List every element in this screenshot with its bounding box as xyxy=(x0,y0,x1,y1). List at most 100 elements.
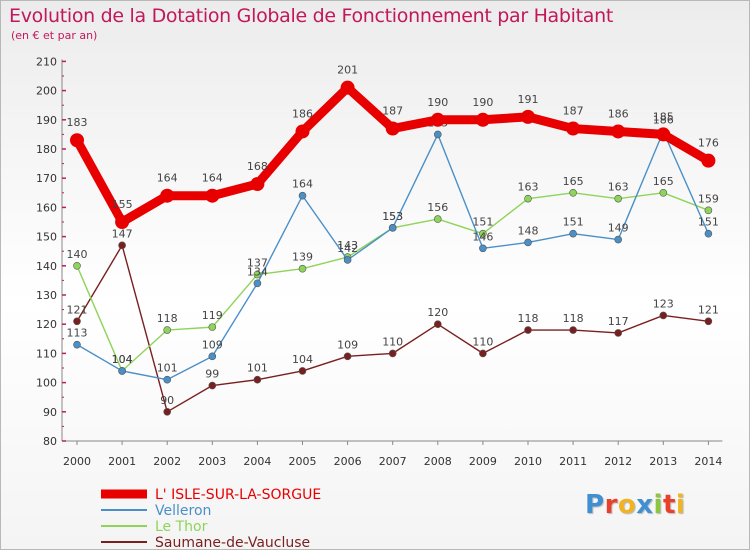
data-point xyxy=(475,112,490,127)
data-label: 164 xyxy=(202,172,223,185)
x-tick-label: 2010 xyxy=(514,455,542,468)
x-tick-label: 2003 xyxy=(198,455,226,468)
data-point xyxy=(70,133,84,148)
data-label: 143 xyxy=(337,239,358,252)
data-label: 113 xyxy=(67,327,88,340)
data-point xyxy=(521,109,535,124)
data-point xyxy=(118,241,126,250)
data-point xyxy=(118,367,126,375)
data-point xyxy=(298,191,307,200)
data-point xyxy=(73,261,81,270)
data-label: 151 xyxy=(698,216,719,229)
data-label: 118 xyxy=(157,312,178,325)
logo-letter: P xyxy=(585,490,605,520)
data-label: 104 xyxy=(112,353,133,366)
series-line-3 xyxy=(76,244,710,413)
data-label: 190 xyxy=(472,96,493,109)
data-label: 109 xyxy=(202,338,223,351)
data-point xyxy=(659,189,668,197)
y-tick-label: 100 xyxy=(36,377,57,390)
x-tick-label: 2001 xyxy=(108,455,136,468)
data-label: 101 xyxy=(247,362,268,375)
data-label: 164 xyxy=(292,178,313,191)
y-tick-label: 160 xyxy=(36,201,57,214)
legend-label: Velleron xyxy=(155,503,211,519)
data-label: 185 xyxy=(653,110,674,123)
data-label: 117 xyxy=(608,315,629,328)
data-point xyxy=(569,229,577,238)
data-label: 104 xyxy=(112,353,133,366)
x-tick-label: 2014 xyxy=(694,455,722,468)
data-point xyxy=(479,349,487,358)
data-point xyxy=(566,121,581,136)
x-tick-label: 2000 xyxy=(63,455,91,468)
data-label: 165 xyxy=(653,175,674,188)
data-point xyxy=(704,206,713,215)
x-tick-label: 2008 xyxy=(424,455,452,468)
data-point xyxy=(208,381,217,390)
data-point xyxy=(208,352,217,361)
data-point xyxy=(388,349,397,358)
data-point xyxy=(253,375,262,384)
x-tick-label: 2013 xyxy=(649,455,677,468)
data-point xyxy=(295,124,310,139)
data-label: 201 xyxy=(337,64,358,77)
data-point xyxy=(433,320,442,329)
data-label: 118 xyxy=(563,312,584,325)
data-label: 153 xyxy=(382,210,403,223)
data-label: 155 xyxy=(112,198,133,211)
data-point xyxy=(704,317,713,326)
y-tick-label: 170 xyxy=(36,172,57,185)
data-label: 146 xyxy=(472,230,493,243)
chart-subtitle: (en € et par an) xyxy=(11,29,98,42)
logo-letter: t xyxy=(662,490,676,520)
data-label: 90 xyxy=(160,394,174,407)
data-label: 165 xyxy=(563,175,584,188)
data-point xyxy=(430,112,445,127)
data-label: 156 xyxy=(427,201,448,214)
data-point xyxy=(163,407,171,416)
data-label: 110 xyxy=(472,335,493,348)
data-label: 168 xyxy=(247,160,268,173)
data-point xyxy=(704,229,713,238)
y-tick-label: 130 xyxy=(36,289,57,302)
data-label: 140 xyxy=(67,248,88,261)
data-label: 159 xyxy=(698,192,719,205)
y-tick-label: 140 xyxy=(36,260,57,273)
data-point xyxy=(160,188,175,203)
data-label: 121 xyxy=(67,303,88,316)
data-point xyxy=(340,80,355,95)
data-label: 118 xyxy=(518,312,539,325)
data-label: 149 xyxy=(608,222,629,235)
x-tick-label: 2012 xyxy=(604,455,632,468)
data-point xyxy=(163,375,171,384)
x-tick-label: 2004 xyxy=(243,455,271,468)
data-label: 163 xyxy=(518,181,539,194)
data-label: 153 xyxy=(382,210,403,223)
x-tick-label: 2007 xyxy=(379,455,407,468)
data-point xyxy=(614,194,623,203)
data-point xyxy=(433,130,442,139)
data-label: 186 xyxy=(608,107,629,120)
data-point xyxy=(73,340,81,349)
data-point xyxy=(611,124,626,139)
x-tick-label: 2002 xyxy=(153,455,181,468)
y-tick-label: 180 xyxy=(36,143,57,156)
data-point xyxy=(343,256,352,264)
data-point xyxy=(205,188,220,203)
data-point xyxy=(250,177,265,192)
data-label: 139 xyxy=(292,251,313,264)
y-tick-label: 150 xyxy=(36,231,57,244)
data-label: 104 xyxy=(292,353,313,366)
data-point xyxy=(479,244,487,253)
data-point xyxy=(614,329,623,337)
x-tick-label: 2006 xyxy=(334,455,362,468)
y-tick-label: 90 xyxy=(43,406,57,419)
data-point xyxy=(569,189,577,197)
data-point xyxy=(115,215,130,229)
y-tick-label: 200 xyxy=(36,85,57,98)
data-label: 186 xyxy=(292,107,313,120)
y-tick-label: 210 xyxy=(36,55,57,68)
data-label: 99 xyxy=(205,368,219,381)
